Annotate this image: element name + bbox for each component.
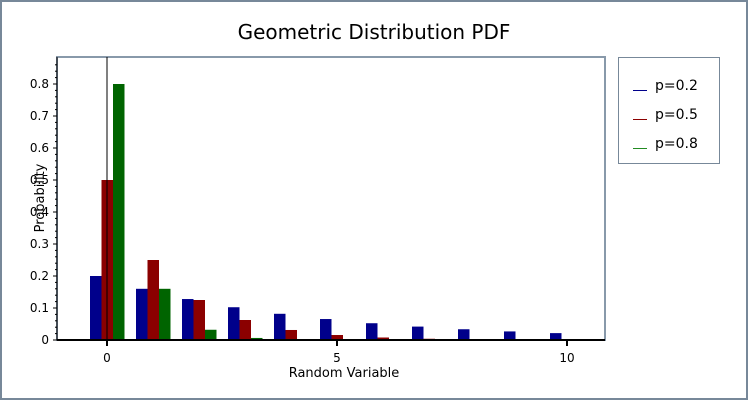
bar xyxy=(113,84,125,340)
y-tick-label: 0.5 xyxy=(30,173,49,187)
x-axis-label: Random Variable xyxy=(289,366,400,381)
bar xyxy=(136,288,148,340)
y-tick-label: 0.4 xyxy=(30,205,49,219)
bar xyxy=(205,329,217,340)
bar xyxy=(159,288,171,340)
y-tick-label: 0.8 xyxy=(30,77,49,91)
bar xyxy=(274,313,286,340)
y-tick-label: 0.7 xyxy=(30,109,49,123)
bar xyxy=(504,331,516,340)
legend-swatch-p05 xyxy=(633,118,647,120)
legend-label: p=0.5 xyxy=(655,107,698,123)
bar xyxy=(320,319,332,340)
bar xyxy=(90,276,102,340)
bar xyxy=(377,337,389,340)
legend-swatch-p08 xyxy=(633,147,647,149)
y-tick-label: 0 xyxy=(41,333,49,347)
y-tick-label: 0.3 xyxy=(30,237,49,251)
bar xyxy=(239,320,251,340)
legend-label: p=0.8 xyxy=(655,136,698,152)
bar xyxy=(550,333,562,340)
bar xyxy=(147,260,159,340)
bar xyxy=(193,300,205,340)
y-tick-label: 0.2 xyxy=(30,269,49,283)
bar xyxy=(285,329,297,340)
y-tick-label: 0.1 xyxy=(30,301,49,315)
x-tick-label: 0 xyxy=(103,351,111,365)
legend: p=0.2 p=0.5 p=0.8 xyxy=(618,57,720,164)
x-tick-label: 10 xyxy=(559,351,574,365)
bar xyxy=(182,299,194,340)
legend-item-p08: p=0.8 xyxy=(633,134,698,154)
legend-item-p02: p=0.2 xyxy=(633,76,698,96)
chart-title: Geometric Distribution PDF xyxy=(237,20,511,44)
legend-item-p05: p=0.5 xyxy=(633,105,698,125)
x-tick-label: 5 xyxy=(333,351,341,365)
bar xyxy=(331,335,343,340)
bar xyxy=(458,329,470,340)
y-tick-label: 0.6 xyxy=(30,141,49,155)
bar xyxy=(412,326,424,340)
bar xyxy=(251,337,263,340)
y-axis-label: Probability xyxy=(33,163,48,232)
legend-label: p=0.2 xyxy=(655,78,698,94)
legend-swatch-p02 xyxy=(633,89,647,91)
bar xyxy=(366,323,378,340)
bar xyxy=(228,307,240,340)
